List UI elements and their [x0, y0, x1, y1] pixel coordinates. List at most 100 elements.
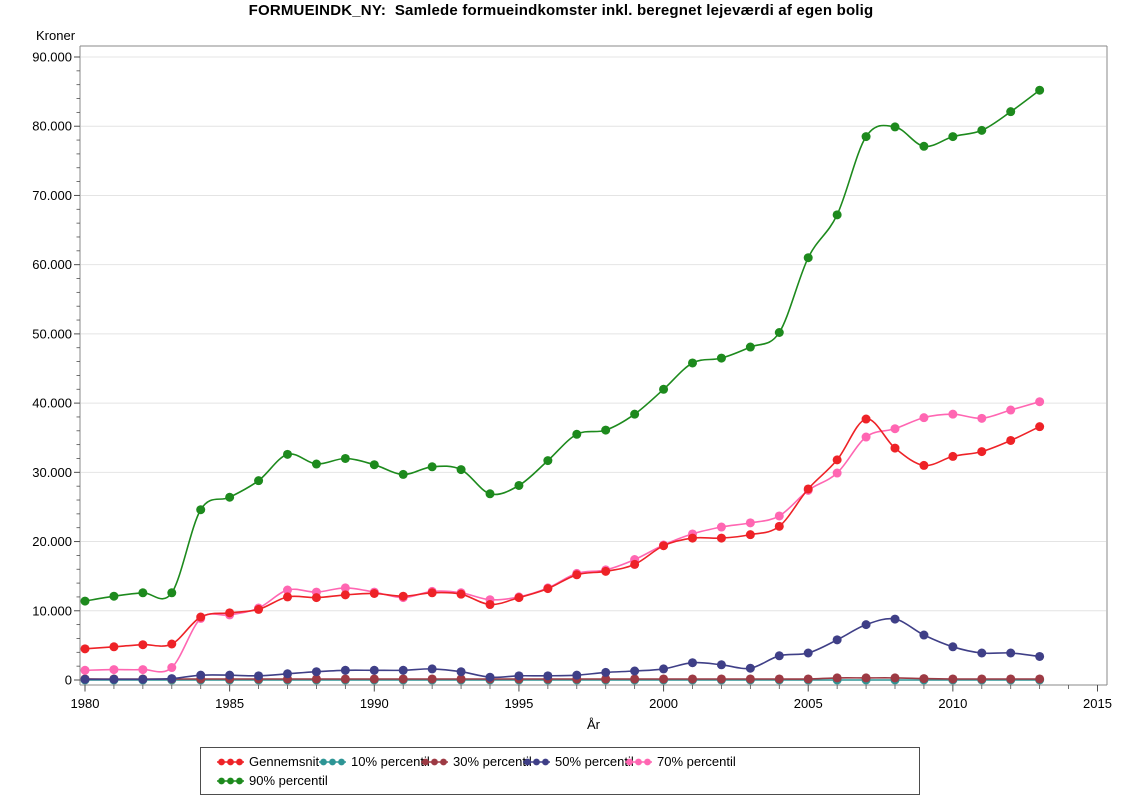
data-point-50-percentil: [630, 666, 640, 676]
data-point-gennemsnit: [398, 591, 408, 601]
data-point-50-percentil: [832, 635, 842, 645]
legend-item-6: 90% percentil: [217, 773, 328, 788]
data-point-50-percentil: [745, 663, 755, 673]
x-tick-label: 2000: [649, 696, 678, 711]
data-point-gennemsnit: [572, 570, 582, 580]
data-point-gennemsnit: [225, 608, 235, 618]
x-tick-label: 1995: [504, 696, 533, 711]
data-point-50-percentil: [283, 669, 292, 679]
data-point-90-percentil: [948, 132, 958, 142]
data-point-gennemsnit: [485, 600, 495, 610]
x-tick-label: 1980: [71, 696, 100, 711]
data-point-90-percentil: [659, 384, 669, 394]
plot-frame: [79, 45, 1108, 686]
data-point-gennemsnit: [659, 541, 669, 551]
data-point-90-percentil: [196, 505, 206, 515]
data-point-50-percentil: [427, 664, 437, 674]
data-point-90-percentil: [1006, 107, 1016, 117]
data-point-90-percentil: [427, 462, 437, 472]
data-point-90-percentil: [716, 353, 726, 363]
data-point-gennemsnit: [919, 460, 929, 470]
data-point-gennemsnit: [630, 559, 640, 569]
data-point-90-percentil: [398, 469, 408, 479]
data-point-30-percentil: [803, 674, 813, 684]
data-point-70-percentil: [832, 468, 842, 478]
data-point-50-percentil: [485, 672, 495, 682]
data-point-90-percentil: [167, 588, 177, 598]
data-point-gennemsnit: [1006, 435, 1016, 445]
x-axis: 1980 1985 1990 1995 2000 2005 2010 2015: [71, 685, 1112, 711]
data-point-70-percentil: [283, 585, 292, 595]
legend-item-5: 70% percentil: [625, 754, 736, 769]
data-point-50-percentil: [196, 670, 206, 680]
legend-marker-icon: [217, 776, 244, 786]
legend-label: 10% percentil: [351, 754, 430, 769]
x-tick-label: 1990: [360, 696, 389, 711]
data-point-gennemsnit: [1035, 422, 1045, 432]
series-50-percentil: [80, 614, 1045, 684]
data-point-50-percentil: [225, 670, 235, 680]
data-point-30-percentil: [774, 674, 784, 684]
data-point-30-percentil: [977, 674, 987, 684]
data-point-gennemsnit: [716, 533, 726, 543]
legend-marker-icon: [421, 757, 448, 767]
x-tick-label: 2015: [1083, 696, 1112, 711]
data-point-90-percentil: [283, 449, 292, 459]
y-axis-title: Kroner: [36, 28, 76, 43]
legend-item-4: 50% percentil: [523, 754, 634, 769]
y-tick-label: 20.000: [32, 534, 72, 549]
data-point-70-percentil: [716, 522, 726, 532]
data-point-90-percentil: [254, 476, 264, 486]
series-line-50-percentil: [84, 617, 1040, 681]
data-point-gennemsnit: [311, 593, 321, 603]
series-10-percentil: [80, 675, 1045, 685]
series-line-30-percentil: [84, 677, 1040, 680]
legend-label: 90% percentil: [249, 773, 328, 788]
data-point-30-percentil: [398, 674, 408, 684]
data-point-90-percentil: [369, 460, 379, 470]
y-tick-label: 0: [65, 673, 72, 688]
data-point-gennemsnit: [861, 414, 871, 424]
data-point-90-percentil: [80, 596, 90, 606]
data-point-70-percentil: [774, 511, 784, 521]
data-point-gennemsnit: [688, 533, 697, 543]
y-tick-label: 90.000: [32, 50, 72, 65]
data-point-30-percentil: [1006, 674, 1016, 684]
data-point-70-percentil: [948, 409, 958, 419]
x-tick-label: 2010: [938, 696, 967, 711]
data-point-70-percentil: [167, 663, 177, 673]
data-point-50-percentil: [861, 620, 871, 630]
data-point-30-percentil: [427, 674, 437, 684]
legend-label: 70% percentil: [657, 754, 736, 769]
data-point-30-percentil: [832, 673, 842, 683]
data-point-gennemsnit: [601, 566, 611, 576]
data-point-gennemsnit: [745, 530, 755, 540]
legend-marker-icon: [523, 757, 550, 767]
data-point-70-percentil: [340, 583, 350, 593]
series-90-percentil: [80, 85, 1045, 606]
data-point-70-percentil: [745, 518, 755, 528]
data-point-90-percentil: [1035, 85, 1045, 95]
legend-marker-icon: [625, 757, 652, 767]
data-point-70-percentil: [1006, 405, 1016, 415]
legend-row-1: Gennemsnit 10% percentil 30% percentil 50% …: [217, 752, 911, 771]
legend: Gennemsnit 10% percentil 30% percentil 50% …: [200, 747, 920, 795]
x-tick-label: 1985: [215, 696, 244, 711]
data-point-90-percentil: [745, 342, 755, 352]
data-point-50-percentil: [138, 674, 148, 684]
data-point-gennemsnit: [196, 612, 206, 622]
legend-item-3: 30% percentil: [421, 754, 532, 769]
data-point-90-percentil: [861, 132, 871, 142]
data-point-90-percentil: [890, 122, 900, 132]
data-point-50-percentil: [109, 674, 119, 684]
data-point-90-percentil: [109, 591, 119, 601]
data-point-30-percentil: [861, 673, 871, 683]
data-point-gennemsnit: [890, 443, 900, 453]
data-point-gennemsnit: [832, 455, 842, 465]
data-point-gennemsnit: [514, 593, 524, 603]
data-point-90-percentil: [601, 425, 611, 435]
data-point-30-percentil: [688, 674, 697, 684]
data-point-gennemsnit: [80, 644, 90, 654]
data-point-70-percentil: [80, 665, 90, 675]
y-tick-label: 30.000: [32, 465, 72, 480]
